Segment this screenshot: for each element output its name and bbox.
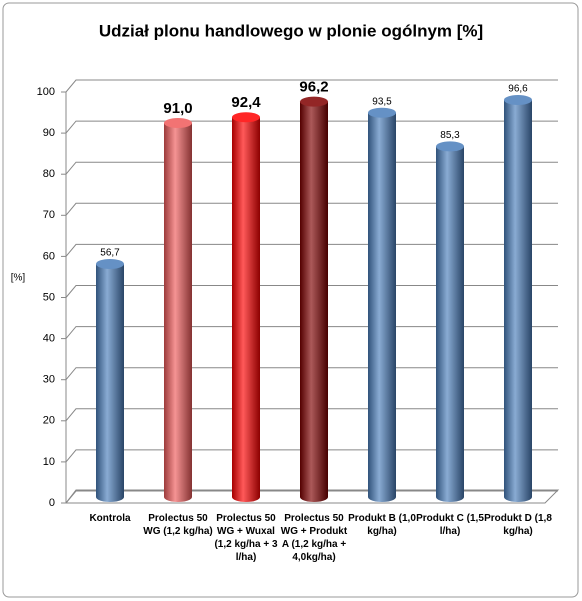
chart-title: Udział plonu handlowego w plonie ogólnym… — [99, 21, 483, 40]
y-tick-label: 80 — [43, 168, 55, 180]
value-label: 85,3 — [440, 130, 460, 141]
bar-group — [96, 258, 124, 502]
grid-line — [65, 79, 558, 93]
x-tick-label: Prolectus 50 WG + Produkt A (1,2 kg/ha +… — [280, 513, 348, 563]
y-tick-label: 70 — [43, 209, 55, 221]
y-tick-label: 50 — [43, 291, 55, 303]
y-tick-label: 30 — [43, 374, 55, 386]
y-tick-label: 40 — [43, 333, 55, 345]
x-tick-label: Kontrola — [89, 513, 131, 524]
bar-group — [164, 117, 192, 503]
value-label: 96,2 — [299, 79, 328, 96]
grid-line — [65, 490, 558, 504]
bar-top — [368, 107, 396, 118]
y-tick-label: 100 — [37, 86, 55, 98]
y-axis-label: [%] — [11, 273, 26, 284]
y-tick-label: 60 — [43, 250, 55, 262]
value-label: 96,6 — [508, 84, 528, 95]
bar — [164, 122, 192, 503]
y-tick-label: 0 — [49, 497, 55, 509]
y-tick-label: 10 — [43, 456, 55, 468]
bar-top — [96, 258, 124, 269]
y-tick-label: 90 — [43, 127, 55, 139]
x-tick-label: Produkt B (1,0 kg/ha) — [348, 513, 416, 537]
bar — [96, 263, 124, 502]
grid-line — [65, 202, 558, 216]
x-tick-label: Prolectus 50 WG + Wuxal (1,2 kg/ha + 3 l… — [214, 513, 278, 563]
bar — [504, 99, 532, 502]
value-label: 56,7 — [100, 248, 120, 259]
grid-line — [65, 161, 558, 175]
bar-group — [436, 141, 464, 503]
bar — [232, 117, 260, 503]
bar-group — [232, 112, 260, 503]
bar-top — [300, 96, 328, 107]
grid-line — [65, 243, 558, 257]
grid-line — [65, 449, 558, 463]
grid-line — [65, 285, 558, 298]
bar — [368, 112, 396, 502]
bar-group — [504, 94, 532, 502]
bar-top — [164, 117, 192, 128]
bar — [436, 146, 464, 503]
bar-group — [368, 107, 396, 502]
grid-line — [65, 367, 558, 381]
x-tick-label: Produkt C (1,5 l/ha) — [416, 513, 484, 537]
x-tick-label: Prolectus 50 WG (1,2 kg/ha) — [143, 513, 213, 537]
grid-line — [65, 326, 558, 339]
grid-line — [65, 120, 558, 134]
grid-line — [65, 408, 558, 422]
value-label: 91,0 — [163, 100, 192, 117]
bar-top — [436, 141, 464, 152]
x-tick-label: Produkt D (1,8 kg/ha) — [484, 513, 552, 537]
value-label: 93,5 — [372, 96, 392, 107]
y-tick-label: 20 — [43, 415, 55, 427]
bar-top — [232, 112, 260, 123]
value-label: 92,4 — [231, 94, 261, 111]
bar — [300, 101, 328, 503]
bar-group — [300, 96, 328, 503]
bar-top — [504, 94, 532, 105]
